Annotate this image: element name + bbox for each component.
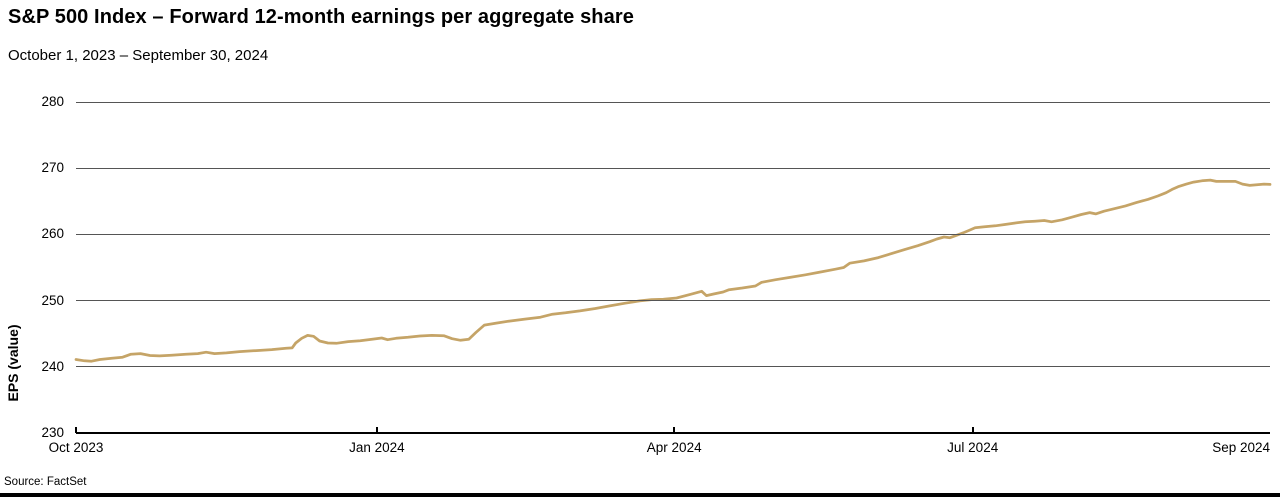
eps-series-path (74, 178, 1272, 363)
gridline-280 (76, 101, 1270, 103)
chart-subtitle: October 1, 2023 – September 30, 2024 (8, 47, 269, 64)
gridline-270 (76, 167, 1270, 169)
x-tick-mark-1 (375, 427, 378, 433)
y-tick-label-250: 250 (41, 292, 64, 308)
bottom-divider-bar (0, 493, 1280, 497)
y-tick-label-240: 240 (41, 358, 64, 374)
y-axis-title: EPS (value) (5, 324, 21, 402)
gridline-260 (76, 233, 1270, 235)
gridline-250 (76, 300, 1270, 302)
x-tick-label-2: Apr 2024 (646, 440, 702, 455)
y-tick-label-270: 270 (41, 160, 64, 176)
eps-line (74, 178, 1272, 363)
y-axis-tick-labels: EPS (value) 230 240 250 260 270 280 (0, 94, 70, 440)
y-tick-label-260: 260 (41, 226, 64, 242)
x-tick-label-3: Jul 2024 (947, 440, 999, 455)
chart-title: S&P 500 Index – Forward 12-month earning… (8, 6, 634, 28)
x-tick-label-4: Sep 2024 (1212, 440, 1270, 455)
x-tick-label-0: Oct 2023 (48, 440, 104, 455)
x-tick-mark-2 (673, 427, 676, 433)
x-tick-mark-0 (75, 427, 77, 433)
x-tick-mark-3 (971, 427, 974, 433)
plot-area (74, 101, 1272, 433)
y-tick-label-230: 230 (41, 425, 64, 440)
x-tick-label-1: Jan 2024 (349, 440, 405, 455)
y-tick-label-280: 280 (41, 94, 64, 109)
source-note: Source: FactSet (4, 476, 87, 488)
x-axis-line (76, 432, 1270, 434)
gridline-240 (76, 366, 1270, 368)
x-axis-tick-labels: Oct 2023 Jan 2024 Apr 2024 Jul 2024 Sep 2024 (49, 440, 1270, 458)
